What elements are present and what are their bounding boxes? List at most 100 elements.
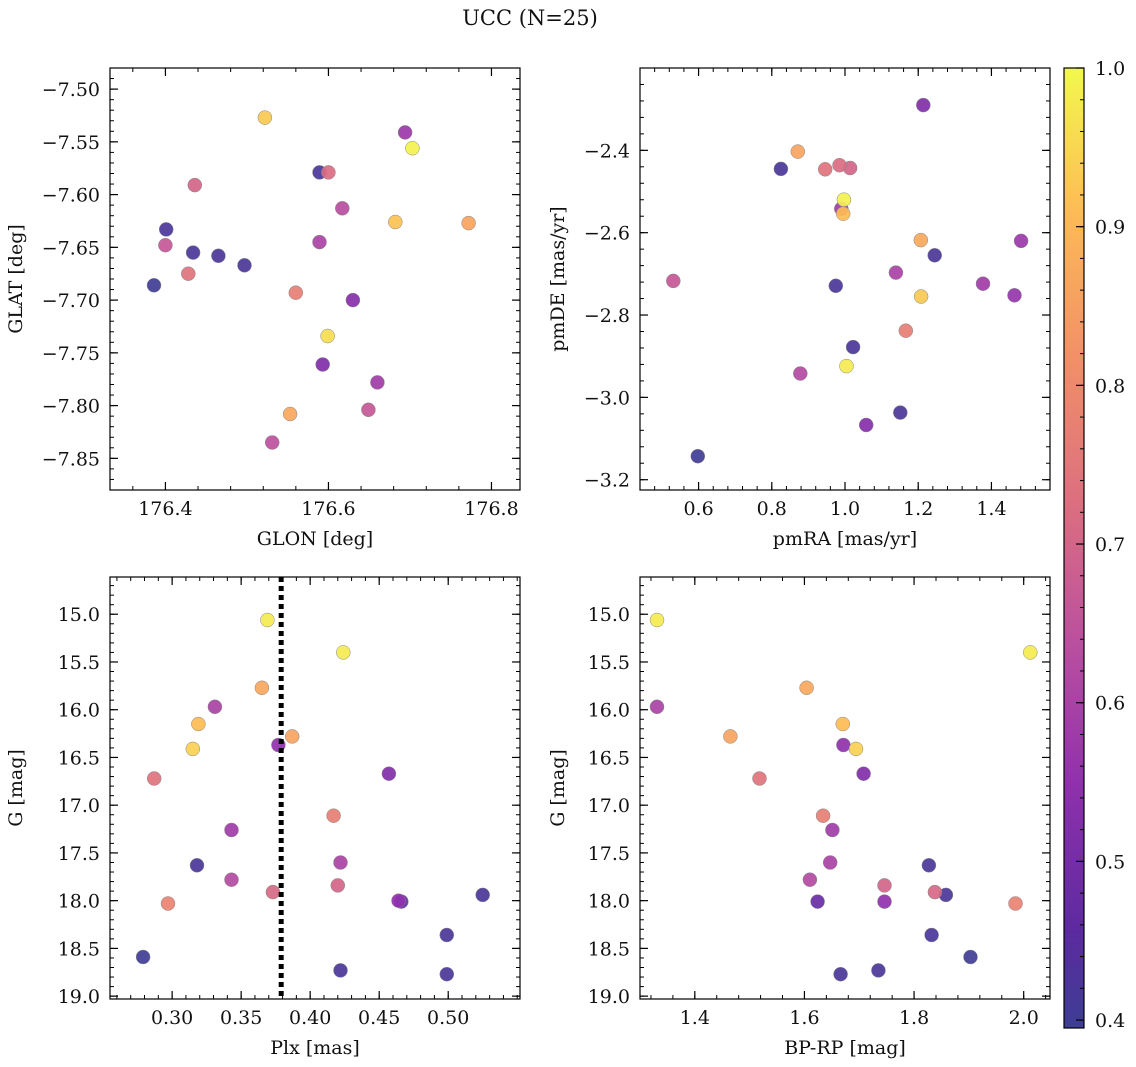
scatter-point <box>888 265 904 280</box>
scatter-point <box>321 165 336 180</box>
y-tick-label: 16.5 <box>588 747 630 769</box>
y-tick-label: −2.6 <box>584 223 630 245</box>
scatter-point <box>397 125 413 140</box>
scatter-point <box>877 894 892 909</box>
y-tick-label: 17.0 <box>588 795 630 817</box>
points <box>649 612 1038 982</box>
x-tick-label: 0.8 <box>757 498 787 520</box>
scatter-point <box>345 292 361 308</box>
scatter-point <box>815 808 831 823</box>
scatter-point <box>189 858 205 873</box>
y-tick-label: −7.80 <box>42 396 100 418</box>
scatter-point <box>799 680 814 696</box>
axes-frame <box>109 67 521 491</box>
scatter-point <box>439 966 455 982</box>
x-tick-label: 0.50 <box>427 1007 469 1029</box>
colorbar-tick-label: 0.9 <box>1095 217 1125 239</box>
scatter-point <box>927 884 943 900</box>
scatter-point <box>1008 896 1023 911</box>
points <box>666 97 1029 464</box>
y-tick-label: −7.85 <box>42 448 100 470</box>
x-axis-label: BP-RP [mag] <box>784 1037 906 1059</box>
scatter-point <box>160 896 176 911</box>
panel-glon-glat: 176.4 176.6 176.8 −7.85 −7.80 −7.75 −7.70 −7.65… <box>5 67 521 550</box>
scatter-point <box>773 161 789 177</box>
y-axis-label: GLAT [deg] <box>5 224 27 334</box>
scatter-point <box>336 645 351 660</box>
y-tick-label: −2.8 <box>584 305 630 327</box>
y-axis-label: G [mag] <box>5 749 27 827</box>
scatter-point <box>871 963 886 978</box>
scatter-point <box>839 358 854 374</box>
scatter-point <box>388 214 403 230</box>
y-tick-label: 15.5 <box>58 652 100 674</box>
y-tick-label: 16.5 <box>58 747 100 769</box>
scatter-point <box>723 729 738 744</box>
panel-plx-g: 0.30 0.35 0.40 0.45 0.50 15.0 15.5 16.0 16.5 17.0… <box>5 576 521 1059</box>
y-tick-label: 19.0 <box>58 986 100 1008</box>
y-tick-label: −7.65 <box>42 237 100 259</box>
scatter-point <box>893 405 908 420</box>
scatter-point <box>158 237 173 253</box>
y-tick-label: −7.55 <box>42 132 100 154</box>
scatter-point <box>191 716 206 732</box>
scatter-point <box>320 328 335 344</box>
y-tick-label: 15.5 <box>588 652 630 674</box>
scatter-point <box>1007 288 1022 303</box>
scatter-point <box>835 206 851 221</box>
scatter-point <box>158 222 174 237</box>
y-tick-label: 15.0 <box>588 604 630 626</box>
x-tick-label: 1.0 <box>830 498 860 520</box>
scatter-point <box>333 855 348 870</box>
scatter-point <box>752 771 767 786</box>
colorbar-tick-label: 0.4 <box>1095 1010 1125 1032</box>
scatter-point <box>916 97 931 113</box>
y-tick-label: −7.50 <box>42 79 100 101</box>
scatter-point <box>326 808 341 823</box>
scatter-point <box>146 771 162 786</box>
scatter-point <box>833 966 848 982</box>
scatter-point <box>405 140 420 156</box>
y-tick-label: −7.75 <box>42 343 100 365</box>
scatter-point <box>836 192 852 207</box>
scatter-point <box>835 716 851 732</box>
scatter-point <box>817 162 833 177</box>
x-tick-label: 1.6 <box>789 1007 819 1029</box>
colorbar-tick-label: 1.0 <box>1095 58 1125 80</box>
scatter-point <box>877 878 892 893</box>
x-axis-label: pmRA [mas/yr] <box>773 528 917 550</box>
y-tick-label: 17.5 <box>58 843 100 865</box>
scatter-point <box>181 266 196 281</box>
scatter-point <box>921 858 937 873</box>
figure-title: UCC (N=25) <box>462 6 598 30</box>
scatter-point <box>330 878 346 893</box>
scatter-point <box>913 289 929 304</box>
scatter-point <box>265 884 281 900</box>
scatter-point <box>845 339 861 355</box>
scatter-point <box>836 737 851 753</box>
scatter-point <box>187 177 203 193</box>
scatter-point <box>260 612 275 628</box>
scatter-point <box>224 872 239 887</box>
y-tick-label: 18.0 <box>58 891 100 913</box>
scatter-point <box>790 144 806 159</box>
scatter-point <box>793 366 808 381</box>
scatter-point <box>284 729 300 744</box>
scatter-point <box>927 248 942 263</box>
y-tick-label: 16.0 <box>58 700 100 722</box>
scatter-point <box>828 278 844 294</box>
scatter-point <box>1023 645 1038 660</box>
scatter-point <box>211 248 226 264</box>
x-tick-label: 1.2 <box>903 498 933 520</box>
colorbar-tick-label: 0.8 <box>1095 375 1125 397</box>
scatter-point <box>237 258 252 273</box>
scatter-point <box>146 278 162 293</box>
x-tick-label: 176.6 <box>301 498 355 520</box>
y-tick-label: 17.5 <box>588 843 630 865</box>
x-tick-label: 0.30 <box>151 1007 193 1029</box>
scatter-point <box>224 822 239 838</box>
scatter-point <box>185 741 201 757</box>
scatter-point <box>963 949 978 965</box>
x-axis-label: Plx [mas] <box>270 1037 360 1059</box>
